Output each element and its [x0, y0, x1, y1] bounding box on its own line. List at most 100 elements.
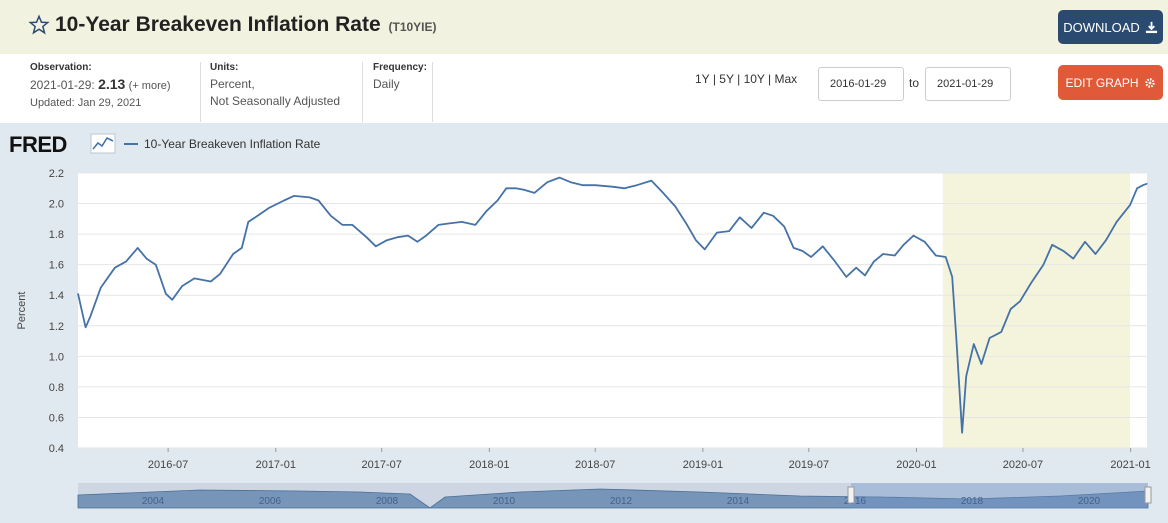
data-point	[783, 225, 785, 228]
data-point	[961, 432, 963, 434]
edit-graph-button[interactable]: EDIT GRAPH	[1058, 65, 1163, 100]
download-button[interactable]: DOWNLOAD	[1058, 10, 1163, 44]
range-1y[interactable]: 1Y	[695, 72, 710, 86]
observation-block: Observation: 2021-01-29: 2.13 (+ more) U…	[30, 62, 171, 112]
data-point	[523, 189, 525, 191]
data-point	[793, 247, 795, 249]
data-point	[662, 192, 664, 194]
data-point	[448, 222, 451, 224]
gear-icon	[1144, 77, 1155, 88]
x-tick-label: 2018-07	[575, 459, 615, 471]
navigator-handle-left[interactable]	[847, 486, 855, 504]
data-point	[989, 337, 991, 339]
data-point	[704, 248, 706, 250]
data-point	[515, 187, 517, 189]
frequency-block: Frequency: Daily	[373, 62, 427, 93]
data-point	[283, 199, 285, 202]
data-point	[496, 199, 499, 202]
download-label: DOWNLOAD	[1063, 19, 1140, 35]
end-date-input[interactable]: 2021-01-29	[925, 67, 1011, 101]
navigator-handle-right[interactable]	[1144, 486, 1152, 504]
data-point	[810, 256, 812, 258]
series-title: 10-Year Breakeven Inflation Rate	[55, 13, 381, 36]
x-tick-label: 2019-01	[683, 459, 723, 471]
data-point	[181, 285, 183, 287]
units-line2: Not Seasonally Adjusted	[210, 94, 341, 108]
data-point	[1084, 241, 1086, 243]
data-point	[558, 177, 561, 179]
star-icon[interactable]	[28, 14, 50, 36]
y-tick-label: 0.6	[49, 412, 64, 424]
navigator-year-label: 2010	[493, 496, 516, 507]
x-tick-label: 2019-07	[789, 459, 829, 471]
data-point	[232, 253, 234, 255]
y-tick-label: 1.6	[49, 260, 64, 272]
chart-area: 0.4 0.6 0.8 1.0 1.2 1.4 1.6 1.8 2.0 2.2 2016-07 201…	[0, 123, 1168, 523]
updated-date: Updated: Jan 29, 2021	[30, 97, 142, 109]
edit-graph-label: EDIT GRAPH	[1065, 75, 1139, 90]
data-point	[674, 206, 677, 208]
y-tick-label: 1.0	[49, 351, 64, 363]
navigator-selection[interactable]	[851, 483, 1148, 508]
data-point	[1051, 244, 1053, 246]
data-point	[763, 212, 765, 214]
y-axis-label: Percent	[16, 292, 28, 330]
start-date-input[interactable]: 2016-01-29	[818, 67, 904, 101]
y-tick-label: 2.0	[49, 199, 64, 211]
data-point	[855, 267, 857, 269]
download-icon	[1145, 21, 1157, 33]
legend-label: 10-Year Breakeven Inflation Rate	[144, 137, 321, 151]
data-point	[77, 293, 79, 295]
data-point	[219, 273, 221, 275]
data-point	[1142, 184, 1144, 186]
data-point	[461, 221, 463, 223]
data-point	[247, 221, 249, 223]
x-tick-label: 2021-01	[1110, 459, 1150, 471]
x-tick-label: 2017-07	[361, 459, 401, 471]
data-point	[386, 239, 388, 241]
y-tick-label: 1.4	[49, 290, 64, 302]
data-point	[1136, 187, 1138, 189]
range-separator: |	[737, 72, 741, 86]
observation-date: 2021-01-29:	[30, 78, 95, 92]
range-10y[interactable]: 10Y	[743, 72, 765, 86]
data-point	[935, 254, 937, 257]
data-point	[85, 326, 87, 328]
divider	[200, 62, 201, 122]
data-point	[145, 258, 148, 260]
data-point	[582, 184, 584, 186]
data-point	[330, 215, 332, 217]
navigator-year-label: 2008	[376, 496, 399, 507]
range-max[interactable]: Max	[774, 72, 798, 86]
data-point	[955, 337, 957, 339]
data-point	[351, 224, 353, 226]
navigator-year-label: 2006	[259, 496, 282, 507]
data-point	[365, 236, 368, 238]
data-point	[309, 196, 311, 198]
data-point	[317, 199, 320, 202]
data-point	[171, 299, 173, 301]
data-point	[1062, 250, 1064, 252]
data-point	[1146, 183, 1148, 185]
data-point	[951, 276, 953, 278]
data-point	[845, 276, 847, 278]
observation-label: Observation:	[30, 62, 92, 73]
range-5y[interactable]: 5Y	[719, 72, 734, 86]
data-point	[924, 241, 926, 243]
observation-more-link[interactable]: (+ more)	[128, 80, 171, 92]
data-point	[341, 224, 344, 226]
data-point	[716, 232, 718, 234]
data-point	[425, 235, 427, 237]
range-separator: |	[712, 72, 716, 86]
data-point	[165, 293, 167, 295]
y-tick-label: 1.2	[49, 321, 64, 333]
data-point	[801, 250, 804, 252]
to-label: to	[909, 76, 920, 90]
data-point	[407, 235, 409, 237]
data-point	[485, 210, 487, 212]
data-point	[750, 227, 753, 229]
data-point	[903, 244, 905, 246]
navigator-year-label: 2014	[727, 496, 750, 507]
y-tick-label: 0.4	[49, 443, 64, 455]
data-point	[1129, 204, 1131, 206]
